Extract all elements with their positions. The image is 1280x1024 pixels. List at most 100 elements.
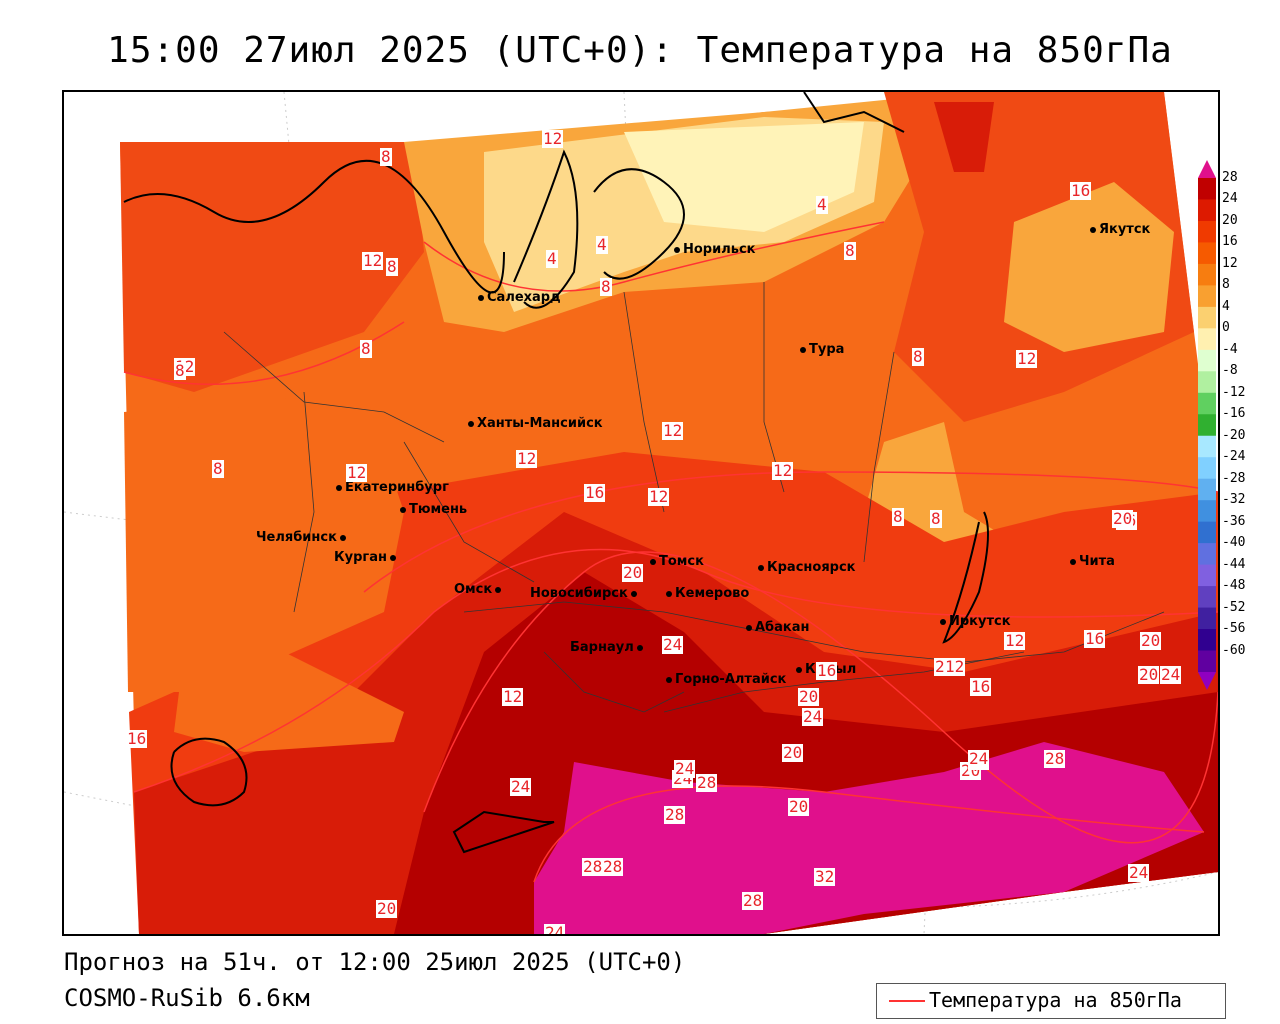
- colorbar-tick-label: 12: [1222, 255, 1238, 271]
- isoline-label: 12: [346, 463, 368, 482]
- colorbar-bottom-arrow: [1198, 672, 1216, 690]
- isoline-label: 8: [386, 257, 398, 276]
- isoline-label: 12: [662, 421, 684, 440]
- isoline-label: 16: [126, 729, 148, 748]
- colorbar-segment: [1198, 586, 1216, 609]
- city-salekhard: Салехард: [478, 290, 561, 305]
- isoline-label: 8: [930, 509, 942, 528]
- city-yakutsk: Якутск: [1090, 222, 1150, 237]
- colorbar-tick-label: -4: [1222, 341, 1238, 357]
- isoline-label: 12: [516, 449, 538, 468]
- colorbar-segment: [1198, 478, 1216, 501]
- city-dot: [796, 666, 802, 673]
- city-dot: [666, 676, 672, 683]
- colorbar-segment: [1198, 371, 1216, 394]
- city-kurgan: Курган: [334, 550, 399, 565]
- isoline-label: 28: [582, 857, 604, 876]
- city-dot: [389, 554, 396, 561]
- isoline-label: 12: [502, 687, 524, 706]
- city-dot: [478, 294, 484, 301]
- city-novosibirsk: Новосибирск: [530, 586, 640, 601]
- city-yekaterinburg: Екатеринбург: [336, 480, 449, 495]
- colorbar-tick-label: 24: [1222, 191, 1238, 207]
- city-dot: [1090, 226, 1096, 233]
- colorbar-tick-label: -28: [1222, 470, 1246, 486]
- city-gorno-altaysk: Горно-Алтайск: [666, 672, 786, 687]
- isoline-label: 20: [1140, 631, 1162, 650]
- isoline-label: 28: [602, 857, 624, 876]
- colorbar-segment: [1198, 650, 1216, 673]
- city-dot: [339, 534, 346, 541]
- isoline-label: 16: [1070, 181, 1092, 200]
- colorbar-segment: [1198, 564, 1216, 587]
- city-dot: [1070, 558, 1076, 565]
- city-irkutsk: Иркутск: [940, 614, 1011, 629]
- isoline-label: 12: [542, 129, 564, 148]
- isoline-label: 16: [970, 677, 992, 696]
- colorbar-segment: [1198, 435, 1216, 458]
- isoline-label: 8: [380, 147, 392, 166]
- colorbar-segment: [1198, 457, 1216, 480]
- city-omsk: Омск: [454, 582, 504, 597]
- legend-label: Температура на 850гПа: [929, 988, 1182, 1012]
- city-dot: [400, 506, 406, 513]
- isoline-label: 24: [802, 707, 824, 726]
- colorbar: [1198, 160, 1216, 690]
- colorbar-segment: [1198, 306, 1216, 329]
- isoline-label: 8: [844, 241, 856, 260]
- isoline-label: 12: [944, 657, 966, 676]
- isoline-label: 20: [376, 899, 398, 918]
- city-kemerovo: Кемерово: [666, 586, 749, 601]
- isoline-label: 4: [596, 235, 608, 254]
- colorbar-segment: [1198, 178, 1216, 200]
- colorbar-tick-label: -56: [1222, 621, 1246, 637]
- legend-line-swatch: [889, 1000, 925, 1002]
- city-dot: [940, 618, 946, 625]
- isoline-label: 8: [174, 361, 186, 380]
- colorbar-tick-label: 0: [1222, 320, 1230, 336]
- isoline-label: 8: [360, 339, 372, 358]
- isoline-label: 24: [544, 924, 566, 934]
- map-title: 15:00 27июл 2025 (UTC+0): Температура на…: [107, 30, 1173, 71]
- isoline-label: 20: [798, 687, 820, 706]
- colorbar-tick-label: -60: [1222, 642, 1246, 658]
- colorbar-svg: [1198, 160, 1216, 690]
- colorbar-tick-label: 4: [1222, 298, 1230, 314]
- colorbar-tick-label: -48: [1222, 578, 1246, 594]
- isoline-label: 4: [546, 249, 558, 268]
- isoline-label: 24: [662, 635, 684, 654]
- isoline-label: 16: [584, 483, 606, 502]
- colorbar-segment: [1198, 414, 1216, 437]
- city-dot: [666, 590, 672, 597]
- colorbar-tick-label: -16: [1222, 406, 1246, 422]
- city-dot: [336, 484, 342, 491]
- colorbar-segment: [1198, 199, 1216, 222]
- colorbar-tick-label: -8: [1222, 363, 1238, 379]
- colorbar-segment: [1198, 629, 1216, 652]
- city-chelyabinsk: Челябинск: [256, 530, 349, 545]
- city-dot: [650, 558, 656, 565]
- colorbar-tick-label: 16: [1222, 234, 1238, 250]
- colorbar-tick-label: -44: [1222, 556, 1246, 572]
- map-area[interactable]: Норильск Якутск Салехард Тура Ханты-Манс…: [62, 90, 1220, 936]
- isoline-label: 8: [600, 277, 612, 296]
- city-dot: [674, 246, 680, 253]
- isoline-label: 28: [696, 773, 718, 792]
- temperature-field: [64, 92, 1218, 934]
- colorbar-tick-label: -52: [1222, 599, 1246, 615]
- isoline-label: 24: [1128, 863, 1150, 882]
- isoline-label: 12: [648, 487, 670, 506]
- isoline-label: 24: [968, 749, 990, 768]
- colorbar-segment: [1198, 349, 1216, 372]
- isoline-label: 20: [1138, 665, 1160, 684]
- colorbar-tick-label: -36: [1222, 513, 1246, 529]
- colorbar-tick-label: -12: [1222, 384, 1246, 400]
- isoline-label: 12: [1016, 349, 1038, 368]
- isoline-label: 12: [1004, 631, 1026, 650]
- colorbar-tick-label: 20: [1222, 212, 1238, 228]
- colorbar-top-arrow: [1198, 160, 1216, 178]
- colorbar-tick-label: -24: [1222, 449, 1246, 465]
- colorbar-segment: [1198, 500, 1216, 523]
- city-dot: [636, 644, 643, 651]
- city-barnaul: Барнаул: [570, 640, 646, 655]
